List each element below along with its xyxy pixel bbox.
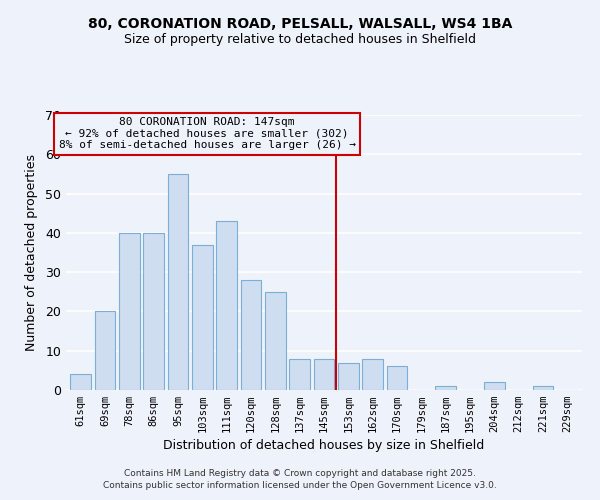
Text: Contains HM Land Registry data © Crown copyright and database right 2025.: Contains HM Land Registry data © Crown c… [124, 468, 476, 477]
Bar [533, 386, 553, 390]
Bar [241, 280, 262, 390]
Bar [386, 366, 407, 390]
Text: 80 CORONATION ROAD: 147sqm
← 92% of detached houses are smaller (302)
8% of semi: 80 CORONATION ROAD: 147sqm ← 92% of deta… [59, 117, 356, 150]
Y-axis label: Number of detached properties: Number of detached properties [25, 154, 38, 351]
Bar [119, 233, 140, 390]
Bar [95, 312, 115, 390]
Bar [289, 358, 310, 390]
Text: 80, CORONATION ROAD, PELSALL, WALSALL, WS4 1BA: 80, CORONATION ROAD, PELSALL, WALSALL, W… [88, 18, 512, 32]
Bar [362, 358, 383, 390]
Bar [484, 382, 505, 390]
Bar [143, 233, 164, 390]
Bar [192, 244, 212, 390]
Bar [265, 292, 286, 390]
X-axis label: Distribution of detached houses by size in Shelfield: Distribution of detached houses by size … [163, 440, 485, 452]
Text: Size of property relative to detached houses in Shelfield: Size of property relative to detached ho… [124, 32, 476, 46]
Bar [436, 386, 456, 390]
Text: Contains public sector information licensed under the Open Government Licence v3: Contains public sector information licen… [103, 481, 497, 490]
Bar [216, 221, 237, 390]
Bar [70, 374, 91, 390]
Bar [314, 358, 334, 390]
Bar [338, 362, 359, 390]
Bar [167, 174, 188, 390]
